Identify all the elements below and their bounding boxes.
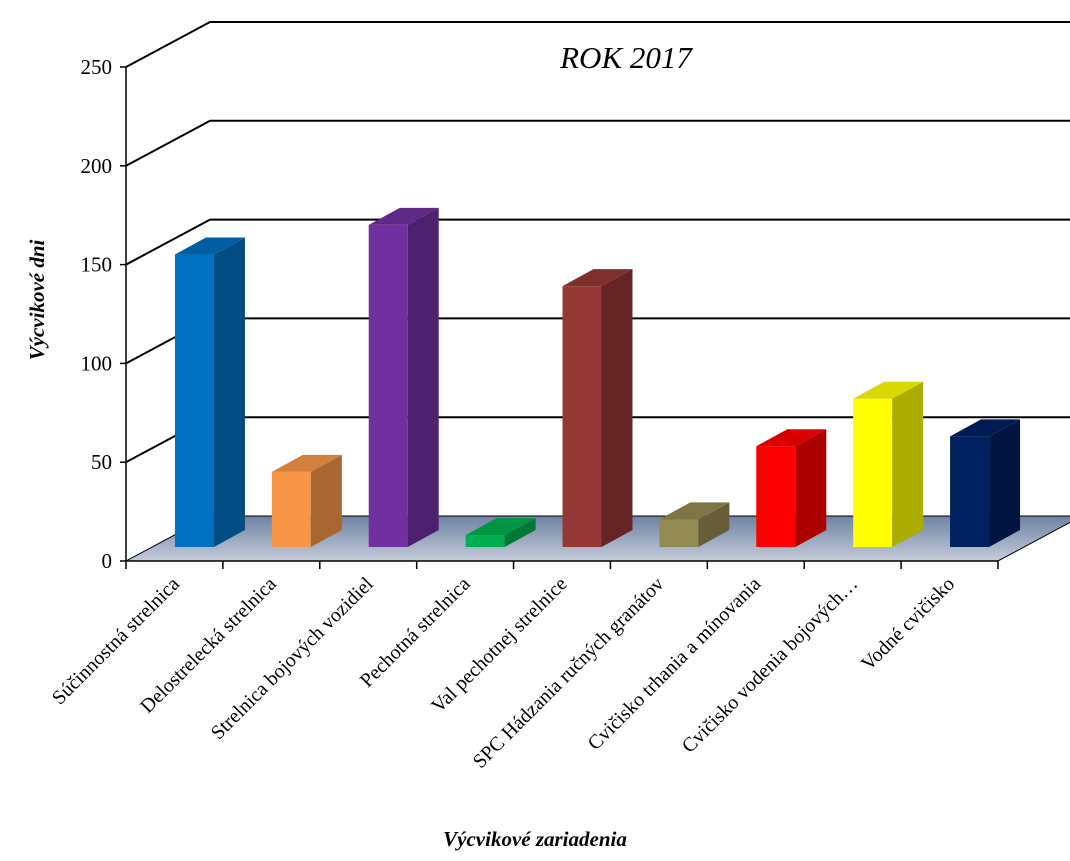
bar-side <box>989 419 1021 547</box>
bar <box>659 502 730 547</box>
bar-front <box>659 519 699 547</box>
bar-side <box>698 502 730 547</box>
bar-front <box>950 436 990 547</box>
y-tick-label: 250 <box>81 55 113 79</box>
bar-front <box>368 224 408 548</box>
bar-side <box>795 429 827 547</box>
bar-front <box>756 446 796 547</box>
y-tick-labels: 0 50 100 150 200 250 <box>81 55 127 573</box>
bar-top <box>562 269 633 287</box>
x-tick-label: Cvičisko vodenia bojových… <box>678 573 862 757</box>
bar <box>174 237 245 547</box>
bar-top <box>756 429 827 447</box>
bar-top <box>950 419 1021 437</box>
side-wall-gridline <box>125 21 211 68</box>
y-tick-label: 100 <box>81 351 113 375</box>
bar-top <box>659 502 730 520</box>
x-axis-title: Výcvikové zariadenia <box>443 827 627 851</box>
bar <box>853 381 924 547</box>
bar-top <box>368 207 439 225</box>
bar-side <box>601 269 633 547</box>
x-tick-label: SPC Hádzania ručných granátov <box>469 573 669 773</box>
bar-front <box>271 471 311 547</box>
bar-side <box>213 237 245 547</box>
y-axis-title: Výcvikové dni <box>25 239 49 360</box>
bar-side <box>892 381 924 547</box>
bar-top <box>853 381 924 399</box>
y-tick-label: 150 <box>81 253 113 277</box>
bar-front <box>853 398 893 547</box>
bars <box>174 207 1021 548</box>
bar-top <box>271 454 342 472</box>
bar <box>562 269 633 547</box>
bar-top <box>174 237 245 255</box>
bar-side <box>310 454 342 547</box>
y-tick-label: 200 <box>81 154 113 178</box>
side-wall-gridline <box>125 218 211 266</box>
bar <box>368 207 439 548</box>
bar <box>950 419 1021 547</box>
bar-front <box>174 254 214 547</box>
y-tick-label: 50 <box>91 450 112 474</box>
bar-front <box>562 286 602 547</box>
x-tick-label: Cvičisko trhania a mínovania <box>584 573 766 755</box>
bar-top <box>465 518 536 536</box>
bar <box>756 429 827 547</box>
bar <box>465 518 536 547</box>
bar-side <box>504 518 536 547</box>
y-tick-label: 0 <box>102 549 113 573</box>
bar-side <box>407 207 439 548</box>
bar-front <box>465 535 505 547</box>
chart-title: ROK 2017 <box>559 40 693 75</box>
x-tick-label: Strelnica bojových vozidiel <box>207 573 378 744</box>
gridlines <box>125 21 1070 464</box>
x-tick-label: Vodné cvičisko <box>857 573 959 675</box>
bar <box>271 454 342 547</box>
side-wall-gridline <box>125 119 211 167</box>
